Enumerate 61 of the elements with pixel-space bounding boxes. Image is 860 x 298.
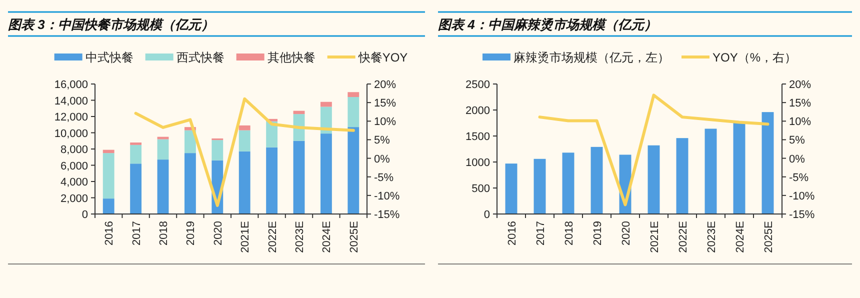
x-tick-label: 2022E (266, 221, 279, 253)
y2-tick-label: 20% (789, 79, 812, 91)
chart-title: 图表 3：中国快餐市场规模（亿元） (8, 17, 214, 32)
y-tick-label: 8,000 (60, 144, 88, 156)
y2-tick-label: 10% (374, 116, 396, 128)
legend-label: 其他快餐 (267, 50, 316, 64)
y-tick-label: 12,000 (54, 112, 88, 124)
chart-title: 图表 4：中国麻辣烫市场规模（亿元） (438, 17, 657, 32)
y2-tick-label: 20% (374, 79, 396, 91)
y2-tick-label: -15% (789, 209, 815, 221)
y-tick-label: 10,000 (54, 128, 88, 140)
y-tick-label: 14,000 (54, 95, 88, 108)
x-tick-label: 2021E (648, 221, 661, 253)
x-tick-label: 2020 (212, 221, 224, 246)
y2-tick-label: 10% (789, 116, 812, 128)
x-tick-label: 2023E (706, 221, 718, 253)
y-tick-label: 0 (82, 209, 88, 221)
y-tick-label: 0 (484, 209, 490, 221)
x-tick-label: 2024E (734, 221, 746, 253)
y2-tick-label: -15% (374, 209, 400, 221)
y2-tick-label: -10% (789, 190, 815, 202)
y-tick-label: 500 (472, 183, 490, 195)
y2-tick-label: 5% (789, 134, 806, 147)
y-tick-label: 2000 (466, 105, 490, 117)
y-tick-label: 2,000 (60, 192, 88, 205)
x-tick-label: 2021E (240, 221, 252, 253)
x-tick-label: 2023E (294, 221, 306, 253)
y2-tick-label: -5% (374, 172, 394, 184)
x-tick-label: 2016 (506, 221, 518, 246)
x-tick-label: 2016 (104, 221, 116, 246)
y2-tick-label: -10% (374, 190, 400, 202)
y2-tick-label: 0% (789, 153, 806, 166)
y2-tick-label: -5% (789, 172, 809, 184)
y-tick-label: 1500 (466, 131, 490, 143)
y2-tick-label: 0% (374, 153, 390, 166)
y-tick-label: 1000 (466, 157, 490, 169)
legend-label: 麻辣烫市场规模（亿元，左） (513, 50, 670, 64)
legend-label: 中式快餐 (85, 50, 134, 64)
x-tick-label: 2019 (592, 221, 604, 246)
x-tick-label: 2025E (348, 221, 360, 253)
x-tick-label: 2025E (762, 221, 775, 253)
legend-label: 西式快餐 (176, 50, 224, 64)
legend-label: 快餐YOY (357, 50, 408, 64)
y2-tick-label: 15% (374, 98, 396, 110)
line-series (134, 97, 355, 207)
x-tick-label: 2020 (620, 221, 632, 246)
y-tick-label: 16,000 (54, 79, 88, 91)
x-tick-label: 2017 (130, 221, 143, 246)
y-tick-label: 6,000 (60, 160, 88, 172)
x-tick-label: 2017 (534, 221, 547, 246)
line-series (538, 94, 770, 206)
x-tick-label: 2018 (158, 221, 170, 246)
x-tick-label: 2019 (185, 221, 198, 246)
x-tick-label: 2024E (321, 221, 334, 253)
y2-tick-label: 5% (374, 134, 390, 147)
y-tick-label: 2500 (466, 79, 490, 91)
y-tick-label: 4,000 (60, 176, 88, 188)
x-tick-label: 2022E (677, 221, 690, 253)
y2-tick-label: 15% (789, 98, 812, 110)
x-tick-label: 2018 (563, 221, 576, 246)
legend-label: YOY（%，右） (712, 50, 797, 64)
